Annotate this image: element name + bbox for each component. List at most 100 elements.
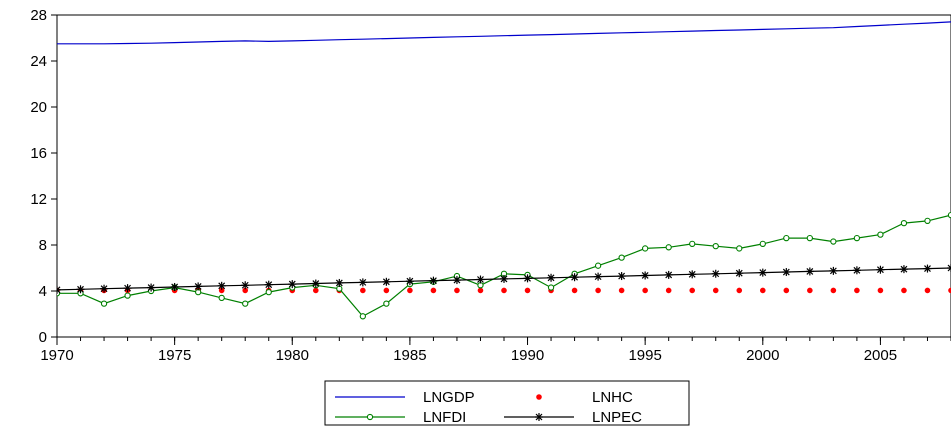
lnfdi-point: [900, 219, 908, 227]
lnhc-point: [736, 287, 743, 294]
lnhc-point: [360, 287, 366, 294]
lnpec-point: [335, 278, 344, 287]
x-tick-label: 1990: [511, 347, 544, 364]
x-tick-label: 2000: [746, 347, 779, 364]
lnhc-point: [383, 287, 390, 294]
lnpec-point: [123, 284, 132, 293]
lnfdi-point: [924, 217, 931, 224]
lnfdi-point: [124, 292, 131, 299]
lnhc-point: [924, 287, 931, 294]
lnfdi-point: [359, 313, 366, 320]
lnfdi-point: [618, 254, 625, 261]
lnfdi-point: [783, 234, 790, 242]
lngdp-line: [57, 21, 951, 45]
lnpec-point: [852, 266, 861, 275]
lnpec-point: [688, 270, 697, 279]
lnpec-point: [241, 281, 250, 290]
lnpec-point: [899, 265, 908, 274]
y-tick-label: 20: [30, 99, 47, 116]
legend-box: [324, 380, 690, 426]
x-tick-label: 1995: [628, 347, 661, 364]
lnpec-point: [194, 282, 203, 291]
legend-swatch-lnpec: [504, 413, 574, 421]
lnfdi-point: [242, 300, 249, 307]
lnpec-point: [100, 284, 109, 293]
lnpec-point: [782, 268, 791, 277]
lnpec-point: [711, 269, 720, 278]
lnpec-point: [500, 274, 508, 283]
lnhc-point: [854, 287, 860, 294]
x-axis: 1970 1975 1980 1985 1990 1995 2000 2005: [40, 337, 951, 364]
lnhc-point: [218, 287, 225, 294]
lnhc-point: [948, 287, 951, 294]
lnhc-point: [759, 287, 766, 294]
lnhc-point: [242, 287, 249, 294]
lnpec-point: [570, 273, 579, 282]
lnpec-point: [429, 276, 438, 285]
legend-label-lngdp: LNGDP: [423, 389, 475, 406]
y-tick-label: 0: [39, 329, 47, 346]
lnfdi-point: [265, 288, 272, 296]
y-tick-label: 24: [30, 53, 47, 70]
lnhc-point: [807, 287, 813, 294]
lnpec-point: [476, 275, 485, 284]
lnhc-point: [689, 287, 696, 294]
x-tick-label: 1975: [158, 347, 191, 364]
lnpec-point: [452, 276, 461, 285]
lnhc-point: [665, 287, 672, 294]
x-tick-label: 1985: [393, 347, 426, 364]
lnpec-point: [617, 272, 626, 281]
lnpec-point: [735, 269, 744, 278]
lnhc-point: [877, 287, 884, 294]
legend-label-lnfdi: LNFDI: [423, 409, 466, 426]
lnhc-point: [783, 287, 790, 294]
x-tick-label: 1980: [276, 347, 309, 364]
legend-label-lnhc: LNHC: [592, 389, 633, 406]
lnfdi-point: [877, 231, 884, 238]
lnhc-point: [830, 287, 837, 294]
lnfdi-point: [759, 240, 766, 247]
lnfdi-point: [947, 211, 951, 219]
lnpec-point: [805, 267, 814, 276]
lnpec-point: [382, 277, 391, 286]
lnpec-point: [758, 268, 767, 277]
lnfdi-point: [100, 300, 108, 307]
y-axis: 0 4 8 12 16 20 24 28: [30, 7, 57, 346]
lnhc-point: [571, 287, 578, 294]
lnpec-point: [641, 271, 650, 280]
lnpec-point: [664, 270, 673, 279]
series-layer: [57, 21, 951, 320]
lnhc-point: [312, 287, 319, 294]
lnfdi-point: [736, 245, 743, 252]
y-tick-label: 4: [39, 283, 47, 300]
legend-star: [535, 413, 543, 421]
lnfdi-point: [665, 244, 672, 251]
lnfdi-point: [383, 300, 390, 307]
lnhc-point: [595, 287, 601, 294]
lnpec-point: [947, 264, 951, 272]
lnfdi-point: [642, 245, 649, 252]
plot-frame: [56, 14, 951, 338]
lnpec-point: [57, 285, 61, 294]
lnpec-point: [170, 282, 179, 291]
lnfdi-point: [594, 262, 602, 269]
lnpec-point: [923, 264, 932, 273]
lnpec-point: [405, 277, 414, 286]
lnfdi-point: [689, 240, 696, 247]
lnfdi-point: [853, 234, 861, 242]
y-tick-label: 16: [30, 145, 47, 162]
lnhc-point: [501, 287, 507, 294]
x-tick-label: 1970: [40, 347, 73, 364]
lnpec-point: [547, 273, 556, 282]
lnpec-point: [76, 285, 85, 294]
legend-label-lnpec: LNPEC: [592, 409, 642, 426]
lnfdi-point: [218, 294, 225, 302]
lnpec-point: [264, 280, 273, 289]
lnpec-point: [594, 272, 603, 281]
lnhc-point: [477, 287, 484, 294]
lnpec-point: [311, 279, 320, 288]
lnpec-point: [147, 283, 156, 292]
lnhc-point: [712, 287, 719, 294]
lnhc-point: [901, 287, 907, 294]
